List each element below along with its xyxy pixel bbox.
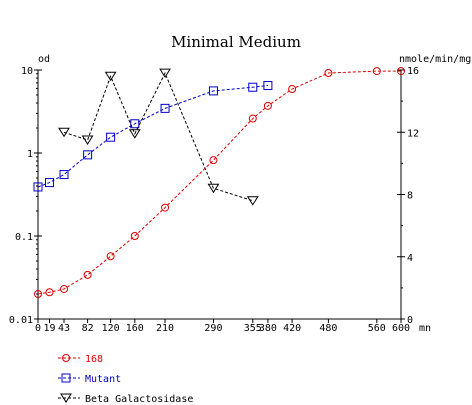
right-axis-tick-label: 4 <box>407 253 413 264</box>
x-axis-tick-label: 82 <box>82 323 94 334</box>
x-axis-tick-label: 43 <box>58 323 70 334</box>
right-axis-tick-label: 0 <box>407 315 413 326</box>
data-point <box>288 85 297 94</box>
x-axis-tick-label: 290 <box>204 323 222 334</box>
right-axis-tick-label: 8 <box>407 191 413 202</box>
right-axis-unit: nmole/min/mg <box>399 54 471 65</box>
x-axis-tick-label: 420 <box>283 323 301 334</box>
x-axis-tick-label: 19 <box>43 323 55 334</box>
x-axis-tick-label: 120 <box>102 323 120 334</box>
data-point <box>34 290 42 299</box>
series-line <box>37 70 401 295</box>
right-axis-tick-label: 12 <box>407 128 419 139</box>
x-axis-unit: mn <box>419 323 431 334</box>
legend: 168 Mutant Beta Galactosidase <box>58 354 193 405</box>
data-point <box>81 135 94 145</box>
legend-marker <box>61 373 71 383</box>
data-point <box>130 119 140 129</box>
data-point <box>248 82 258 92</box>
data-point <box>106 252 115 261</box>
left-axis-tick-label: 1 <box>27 149 33 160</box>
series-3 <box>58 68 259 206</box>
x-axis-tick-label: 355 <box>244 323 262 334</box>
data-point <box>161 203 170 212</box>
left-axis-tick-label: 0.01 <box>9 315 33 326</box>
series-line <box>37 85 268 188</box>
data-point <box>60 284 69 293</box>
legend-item: Mutant <box>58 373 121 385</box>
data-point <box>209 156 218 165</box>
data-point <box>372 67 381 76</box>
data-point <box>208 86 218 96</box>
left-axis-tick-label: 0.1 <box>15 232 33 243</box>
data-point <box>44 178 54 188</box>
x-axis-tick-label: 210 <box>156 323 174 334</box>
legend-marker <box>62 354 70 362</box>
x-axis-tick-label: 380 <box>259 323 277 334</box>
legend-label: Mutant <box>85 374 121 385</box>
series-line <box>63 71 253 202</box>
legend-item: 168 <box>58 354 103 365</box>
data-point <box>106 132 116 142</box>
x-axis-tick-label: 0 <box>35 323 41 334</box>
legend-label: Beta Galactosidase <box>85 394 193 405</box>
x-axis-tick-label: 160 <box>126 323 144 334</box>
data-point <box>58 127 70 138</box>
data-point <box>33 182 43 192</box>
data-point <box>248 114 257 123</box>
right-axis-tick-label: 16 <box>407 66 419 77</box>
data-point <box>59 170 69 180</box>
left-axis-tick-label: 10 <box>21 66 33 77</box>
data-point <box>130 232 139 240</box>
legend-marker <box>60 393 72 403</box>
data-point <box>246 196 259 206</box>
data-point <box>263 101 272 110</box>
data-point <box>263 81 273 91</box>
data-point <box>128 129 141 139</box>
x-axis-tick-label: 560 <box>368 323 386 334</box>
data-point <box>397 67 405 76</box>
x-axis-tick-label: 480 <box>319 323 337 334</box>
data-point <box>83 150 93 160</box>
data-point <box>159 68 171 79</box>
series-1 <box>34 67 405 299</box>
data-point <box>207 183 220 194</box>
data-point <box>160 103 170 113</box>
data-point <box>324 69 333 78</box>
left-axis-unit: od <box>38 54 50 65</box>
legend-item: Beta Galactosidase <box>58 393 193 405</box>
data-point <box>83 270 92 279</box>
x-axis-tick-label: 600 <box>392 323 410 334</box>
data-point <box>45 288 54 297</box>
chart-title: Minimal Medium <box>171 33 301 51</box>
data-point <box>104 71 117 82</box>
legend-label: 168 <box>85 354 103 365</box>
series-2 <box>33 81 273 192</box>
